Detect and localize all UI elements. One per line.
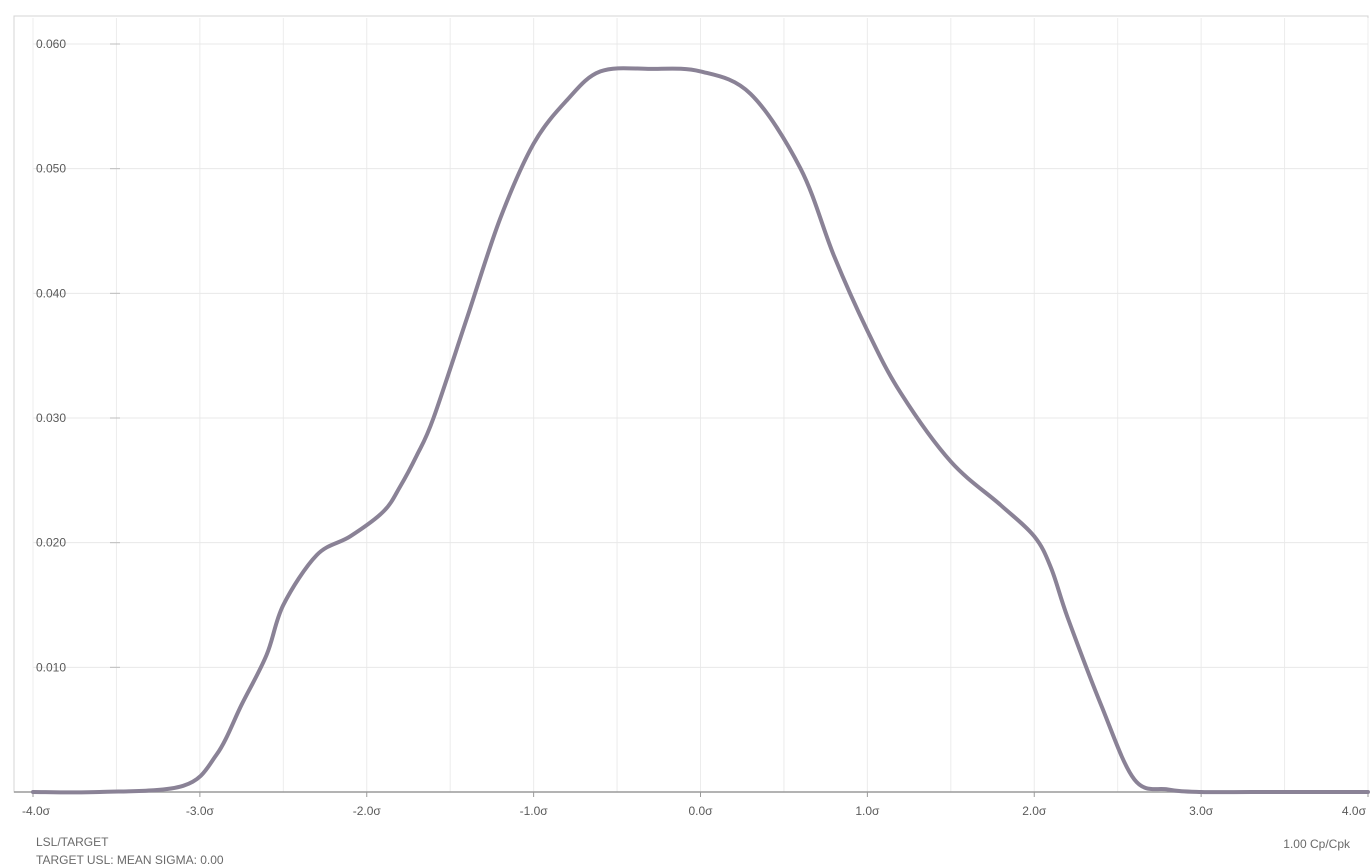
plot-background (13, 15, 1369, 793)
x-tick-label: 0.0σ (688, 804, 713, 818)
distribution-curve (31, 66, 1370, 795)
y-tick-label: 0.060 (36, 37, 66, 51)
series-layer (31, 66, 1370, 795)
axes (14, 43, 1369, 797)
y-tick-label: 0.050 (36, 162, 66, 176)
footer-left-line1: LSL/TARGET (36, 835, 109, 849)
footer-left-line2: TARGET USL: MEAN SIGMA: 0.00 (36, 853, 224, 867)
x-tick-label: -2.0σ (353, 804, 382, 818)
y-tick-label: 0.020 (36, 536, 66, 550)
x-tick-label: -3.0σ (186, 804, 215, 818)
x-tick-label: 2.0σ (1022, 804, 1047, 818)
x-tick-label: -4.0σ (22, 804, 51, 818)
grid-lines (32, 18, 1369, 792)
x-tick-label: 1.0σ (855, 804, 880, 818)
x-tick-label: 3.0σ (1189, 804, 1214, 818)
x-tick-label: -1.0σ (520, 804, 549, 818)
y-tick-label: 0.010 (36, 660, 66, 674)
y-tick-label: 0.040 (36, 286, 66, 300)
tick-labels: 0.010 0.020 0.030 0.040 0.050 0.060 -4.0σ -3.0σ… (22, 37, 1367, 818)
y-tick-label: 0.030 (36, 411, 66, 425)
footer-right: 1.00 Cp/Cpk (1283, 837, 1351, 851)
x-tick-label: 4.0σ (1342, 804, 1367, 818)
